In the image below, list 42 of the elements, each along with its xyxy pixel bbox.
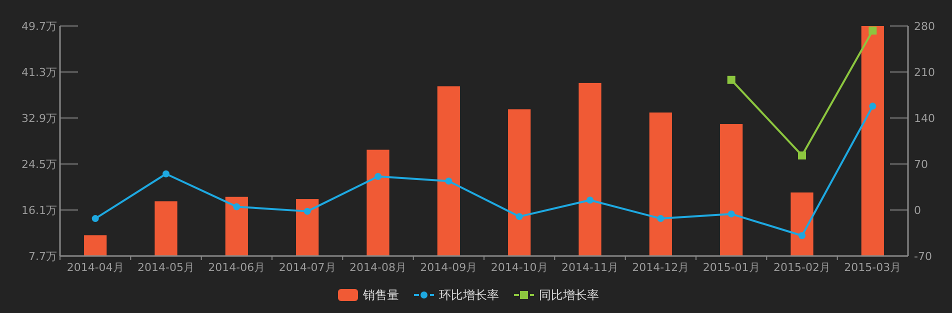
x-tick-label: 2014-08月 — [350, 261, 406, 274]
point — [657, 215, 664, 222]
legend-label: 销售量 — [362, 288, 399, 302]
point — [728, 210, 735, 218]
x-tick-label: 2015-02月 — [774, 261, 830, 274]
point — [516, 213, 523, 220]
point — [92, 215, 99, 222]
y2-tick-label: -70 — [914, 250, 932, 263]
y-tick-label: 7.7万 — [28, 250, 57, 263]
x-tick-label: 2015-01月 — [702, 261, 760, 274]
x-tick-label: 2014-10月 — [490, 261, 548, 274]
point — [869, 102, 876, 110]
point — [445, 178, 452, 185]
x-tick-label: 2014-09月 — [420, 261, 478, 274]
y-tick-label: 24.5万 — [22, 158, 57, 171]
x-tick-label: 2014-12月 — [632, 261, 690, 274]
y-tick-label: 16.1万 — [22, 204, 57, 217]
point — [374, 172, 382, 180]
x-tick-label: 2014-06月 — [208, 261, 266, 274]
x-tick-label: 2014-04月 — [66, 261, 124, 274]
y2-tick-label: 0 — [914, 204, 921, 217]
x-tick-label: 2014-11月 — [562, 261, 618, 274]
point — [233, 203, 240, 210]
y2-tick-label: 280 — [914, 20, 935, 33]
x-tick-label: 2014-07月 — [278, 261, 336, 274]
point — [798, 151, 806, 160]
y2-tick-label: 210 — [914, 66, 935, 79]
point — [162, 170, 170, 178]
point — [304, 208, 311, 215]
x-tick-label: 2015-03月 — [844, 261, 902, 274]
point — [586, 196, 594, 204]
legend-label: 环比增长率 — [439, 288, 499, 302]
point — [868, 26, 877, 35]
point — [727, 76, 736, 84]
point — [798, 232, 806, 240]
y-tick-label: 49.7万 — [22, 20, 57, 33]
y-tick-label: 41.3万 — [22, 66, 57, 79]
y-tick-label: 32.9万 — [22, 112, 57, 125]
y2-tick-label: 70 — [914, 158, 928, 171]
legend-label: 同比增长率 — [539, 288, 599, 302]
x-tick-label: 2014-05月 — [138, 261, 194, 274]
y2-tick-label: 140 — [914, 112, 935, 125]
